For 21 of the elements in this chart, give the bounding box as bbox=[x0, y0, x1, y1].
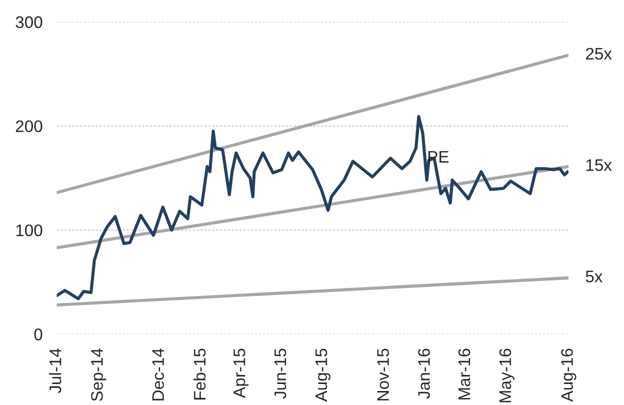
x-tick-label: Dec-14 bbox=[152, 348, 164, 400]
x-tick-label: Sep-14 bbox=[91, 348, 106, 401]
line-series bbox=[56, 115, 568, 300]
x-tick-label: Mar-16 bbox=[458, 348, 470, 400]
x-tick-label: May-16 bbox=[499, 348, 514, 402]
x-tick-label: Aug-15 bbox=[316, 348, 330, 402]
series-label: 25x bbox=[586, 48, 612, 60]
y-tick-label: 100 bbox=[16, 224, 42, 236]
x-tick-label: Jul-14 bbox=[49, 348, 62, 394]
y-tick-label: 200 bbox=[16, 120, 42, 132]
x-tick-label: Apr-15 bbox=[234, 348, 249, 398]
x-tick-label: Nov-15 bbox=[377, 348, 389, 400]
series-label: 5x bbox=[586, 270, 603, 282]
y-tick-label: 0 bbox=[34, 328, 42, 340]
series-label: 15x bbox=[586, 159, 612, 172]
x-tick-label: Jan-16 bbox=[418, 348, 430, 399]
y-tick-label: 300 bbox=[16, 16, 42, 28]
series-label: PE bbox=[428, 151, 449, 163]
x-tick-label: Feb-15 bbox=[193, 348, 206, 400]
x-tick-label: Jun-15 bbox=[274, 348, 286, 399]
x-tick-label: Aug-16 bbox=[561, 348, 576, 402]
